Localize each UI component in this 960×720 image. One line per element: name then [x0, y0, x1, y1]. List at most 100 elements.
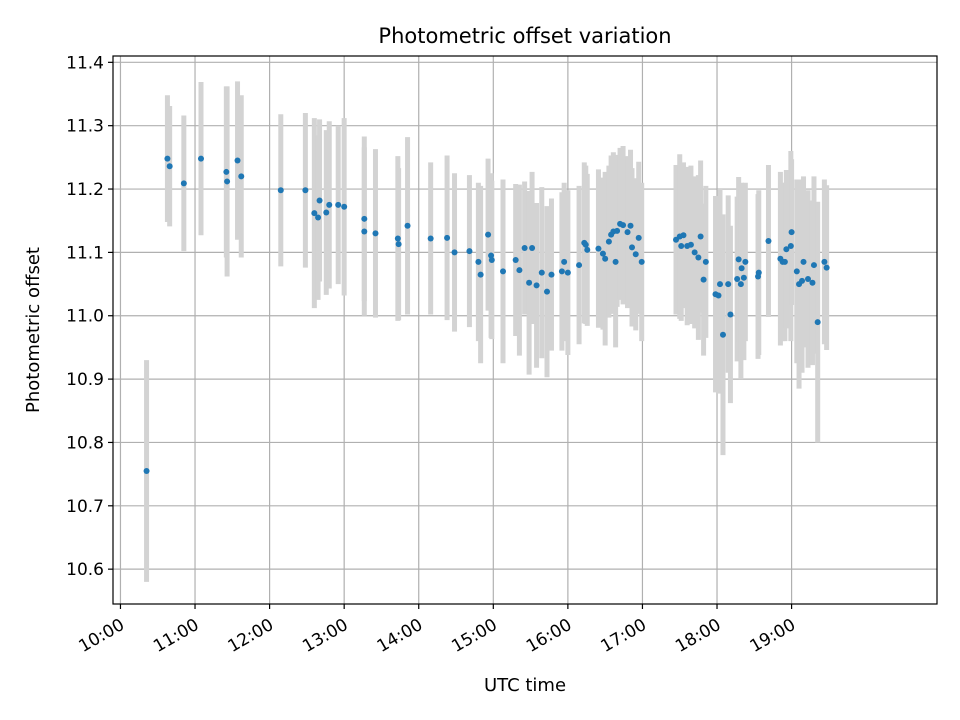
- y-tick-label: 10.7: [66, 497, 104, 517]
- data-point: [627, 222, 634, 229]
- data-point: [361, 228, 368, 235]
- data-point: [576, 262, 583, 269]
- data-point: [561, 258, 568, 265]
- data-point: [361, 215, 368, 222]
- data-point: [620, 222, 627, 229]
- x-tick-label: 13:00: [299, 615, 351, 657]
- data-point: [224, 178, 231, 185]
- data-point: [738, 265, 745, 272]
- data-point: [624, 229, 631, 236]
- data-point: [529, 244, 536, 251]
- data-point: [323, 209, 330, 216]
- data-point: [197, 155, 204, 162]
- data-point: [538, 269, 545, 276]
- data-point: [223, 168, 230, 175]
- data-point: [695, 254, 702, 261]
- data-point: [475, 258, 482, 265]
- data-point: [727, 311, 734, 318]
- data-point: [302, 187, 309, 194]
- y-tick-label: 11.0: [66, 307, 104, 327]
- data-point: [516, 267, 523, 274]
- x-tick-label: 14:00: [374, 615, 426, 657]
- data-point: [558, 268, 565, 275]
- data-point: [638, 258, 645, 265]
- data-point: [793, 268, 800, 275]
- data-point: [444, 234, 451, 241]
- data-point: [564, 269, 571, 276]
- data-point: [629, 244, 636, 251]
- data-point: [582, 241, 589, 248]
- data-point: [781, 258, 788, 265]
- data-point: [466, 248, 473, 255]
- y-tick-label: 11.1: [66, 243, 104, 263]
- error-bars: [144, 81, 830, 582]
- data-point: [427, 235, 434, 242]
- data-point: [488, 252, 495, 259]
- data-point: [702, 258, 709, 265]
- data-point: [512, 256, 519, 263]
- data-point: [584, 246, 591, 253]
- data-point: [180, 180, 187, 187]
- data-point: [737, 281, 744, 288]
- data-point: [311, 210, 318, 217]
- data-point: [740, 274, 747, 281]
- y-tick-label: 10.6: [66, 560, 104, 580]
- data-point: [734, 276, 741, 283]
- data-point: [372, 230, 379, 237]
- data-point: [485, 231, 492, 238]
- data-point: [166, 163, 173, 170]
- data-point: [602, 255, 609, 262]
- data-point: [234, 157, 241, 164]
- y-axis-label: Photometric offset: [23, 247, 44, 413]
- data-point: [488, 256, 495, 263]
- data-point: [787, 243, 794, 250]
- y-tick-label: 11.4: [66, 53, 104, 73]
- data-point: [543, 288, 550, 295]
- y-tick-label: 10.8: [66, 433, 104, 453]
- y-tick-label: 10.9: [66, 370, 104, 390]
- data-point: [700, 276, 707, 283]
- data-point: [804, 276, 811, 283]
- data-point: [404, 222, 411, 229]
- x-tick-label: 17:00: [598, 615, 650, 657]
- data-point: [809, 279, 816, 286]
- data-point: [823, 264, 830, 271]
- plot-frame: [112, 55, 938, 605]
- x-tick-label: 16:00: [523, 615, 575, 657]
- data-point: [316, 197, 323, 204]
- data-point: [715, 292, 722, 299]
- x-tick-label: 11:00: [150, 615, 202, 657]
- data-point: [735, 256, 742, 263]
- data-point: [635, 234, 642, 241]
- data-point: [164, 155, 171, 162]
- data-point: [477, 271, 484, 278]
- x-axis-label: UTC time: [484, 675, 566, 696]
- data-point: [595, 245, 602, 252]
- data-points: [143, 155, 830, 474]
- data-point: [614, 227, 621, 234]
- data-point: [143, 467, 150, 474]
- chart-title: Photometric offset variation: [378, 24, 671, 48]
- data-point: [526, 279, 533, 286]
- data-point: [612, 258, 619, 265]
- data-point: [717, 281, 724, 288]
- data-point: [788, 229, 795, 236]
- data-point: [605, 238, 612, 245]
- data-point: [755, 269, 762, 276]
- data-point: [821, 258, 828, 265]
- x-tick-label: 15:00: [448, 615, 500, 657]
- data-point: [765, 237, 772, 244]
- data-point: [678, 243, 685, 250]
- data-point: [451, 249, 458, 256]
- data-point: [326, 201, 333, 208]
- data-point: [277, 187, 284, 194]
- data-point: [680, 232, 687, 239]
- data-point: [632, 251, 639, 258]
- data-point: [335, 201, 342, 208]
- data-point: [810, 262, 817, 269]
- data-point: [238, 173, 245, 180]
- data-point: [800, 258, 807, 265]
- data-point: [783, 246, 790, 253]
- data-point: [548, 271, 555, 278]
- data-point: [814, 319, 821, 326]
